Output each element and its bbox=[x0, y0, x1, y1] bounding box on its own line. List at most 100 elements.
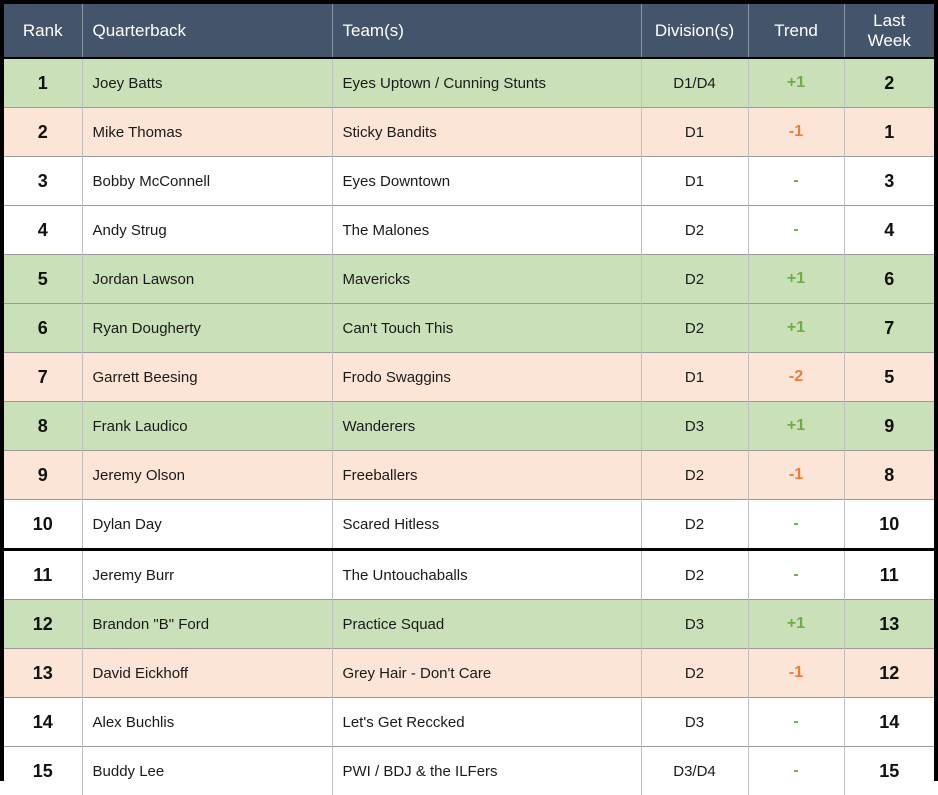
lastweek-cell: 8 bbox=[844, 451, 934, 500]
trend-cell: - bbox=[748, 550, 844, 600]
division-cell: D1 bbox=[641, 157, 748, 206]
team-cell: PWI / BDJ & the ILFers bbox=[332, 747, 641, 795]
trend-cell: +1 bbox=[748, 600, 844, 649]
trend-cell: +1 bbox=[748, 58, 844, 108]
team-cell: Wanderers bbox=[332, 402, 641, 451]
division-cell: D3/D4 bbox=[641, 747, 748, 795]
column-header-quarterback: Quarterback bbox=[82, 4, 332, 58]
qb-cell: Jeremy Olson bbox=[82, 451, 332, 500]
lastweek-cell: 7 bbox=[844, 304, 934, 353]
trend-cell: - bbox=[748, 747, 844, 795]
lastweek-cell: 1 bbox=[844, 108, 934, 157]
qb-cell: Jeremy Burr bbox=[82, 550, 332, 600]
team-cell: Grey Hair - Don't Care bbox=[332, 649, 641, 698]
team-cell: Freeballers bbox=[332, 451, 641, 500]
lastweek-cell: 10 bbox=[844, 500, 934, 550]
division-cell: D1 bbox=[641, 353, 748, 402]
team-cell: The Untouchaballs bbox=[332, 550, 641, 600]
trend-cell: +1 bbox=[748, 255, 844, 304]
lastweek-cell: 6 bbox=[844, 255, 934, 304]
lastweek-cell: 3 bbox=[844, 157, 934, 206]
team-cell: Sticky Bandits bbox=[332, 108, 641, 157]
rankings-table: Rank Quarterback Team(s) Division(s) Tre… bbox=[4, 4, 934, 795]
lastweek-cell: 15 bbox=[844, 747, 934, 795]
column-header-last-week: Last Week bbox=[844, 4, 934, 58]
trend-cell: - bbox=[748, 698, 844, 747]
lastweek-cell: 13 bbox=[844, 600, 934, 649]
team-cell: Practice Squad bbox=[332, 600, 641, 649]
qb-cell: Jordan Lawson bbox=[82, 255, 332, 304]
qb-cell: Bobby McConnell bbox=[82, 157, 332, 206]
column-header-teams: Team(s) bbox=[332, 4, 641, 58]
qb-cell: Buddy Lee bbox=[82, 747, 332, 795]
rank-cell: 6 bbox=[4, 304, 82, 353]
lastweek-cell: 12 bbox=[844, 649, 934, 698]
rank-cell: 5 bbox=[4, 255, 82, 304]
division-cell: D2 bbox=[641, 550, 748, 600]
column-header-rank: Rank bbox=[4, 4, 82, 58]
rank-cell: 11 bbox=[4, 550, 82, 600]
team-cell: Eyes Downtown bbox=[332, 157, 641, 206]
lastweek-cell: 9 bbox=[844, 402, 934, 451]
division-cell: D3 bbox=[641, 600, 748, 649]
rank-cell: 12 bbox=[4, 600, 82, 649]
division-cell: D1 bbox=[641, 108, 748, 157]
header-row: Rank Quarterback Team(s) Division(s) Tre… bbox=[4, 4, 934, 58]
qb-cell: Mike Thomas bbox=[82, 108, 332, 157]
trend-cell: -1 bbox=[748, 108, 844, 157]
rank-cell: 7 bbox=[4, 353, 82, 402]
qb-cell: Frank Laudico bbox=[82, 402, 332, 451]
division-cell: D2 bbox=[641, 649, 748, 698]
rank-cell: 13 bbox=[4, 649, 82, 698]
trend-cell: - bbox=[748, 500, 844, 550]
qb-cell: David Eickhoff bbox=[82, 649, 332, 698]
table-header: Rank Quarterback Team(s) Division(s) Tre… bbox=[4, 4, 934, 58]
rank-cell: 4 bbox=[4, 206, 82, 255]
lastweek-cell: 14 bbox=[844, 698, 934, 747]
division-cell: D2 bbox=[641, 255, 748, 304]
trend-cell: +1 bbox=[748, 304, 844, 353]
trend-cell: -1 bbox=[748, 451, 844, 500]
team-cell: Eyes Uptown / Cunning Stunts bbox=[332, 58, 641, 108]
rank-cell: 2 bbox=[4, 108, 82, 157]
qb-cell: Andy Strug bbox=[82, 206, 332, 255]
trend-cell: - bbox=[748, 206, 844, 255]
rank-cell: 10 bbox=[4, 500, 82, 550]
trend-cell: -2 bbox=[748, 353, 844, 402]
qb-cell: Garrett Beesing bbox=[82, 353, 332, 402]
division-cell: D2 bbox=[641, 206, 748, 255]
rank-cell: 1 bbox=[4, 58, 82, 108]
division-cell: D1/D4 bbox=[641, 58, 748, 108]
column-header-trend: Trend bbox=[748, 4, 844, 58]
trend-cell: +1 bbox=[748, 402, 844, 451]
division-cell: D3 bbox=[641, 402, 748, 451]
qb-cell: Alex Buchlis bbox=[82, 698, 332, 747]
division-cell: D2 bbox=[641, 304, 748, 353]
rank-cell: 3 bbox=[4, 157, 82, 206]
rank-cell: 14 bbox=[4, 698, 82, 747]
trend-cell: -1 bbox=[748, 649, 844, 698]
team-cell: Scared Hitless bbox=[332, 500, 641, 550]
rank-cell: 9 bbox=[4, 451, 82, 500]
lastweek-cell: 4 bbox=[844, 206, 934, 255]
team-cell: The Malones bbox=[332, 206, 641, 255]
team-cell: Can't Touch This bbox=[332, 304, 641, 353]
division-cell: D2 bbox=[641, 500, 748, 550]
team-cell: Let's Get Reccked bbox=[332, 698, 641, 747]
qb-cell: Dylan Day bbox=[82, 500, 332, 550]
lastweek-cell: 11 bbox=[844, 550, 934, 600]
trend-cell: - bbox=[748, 157, 844, 206]
